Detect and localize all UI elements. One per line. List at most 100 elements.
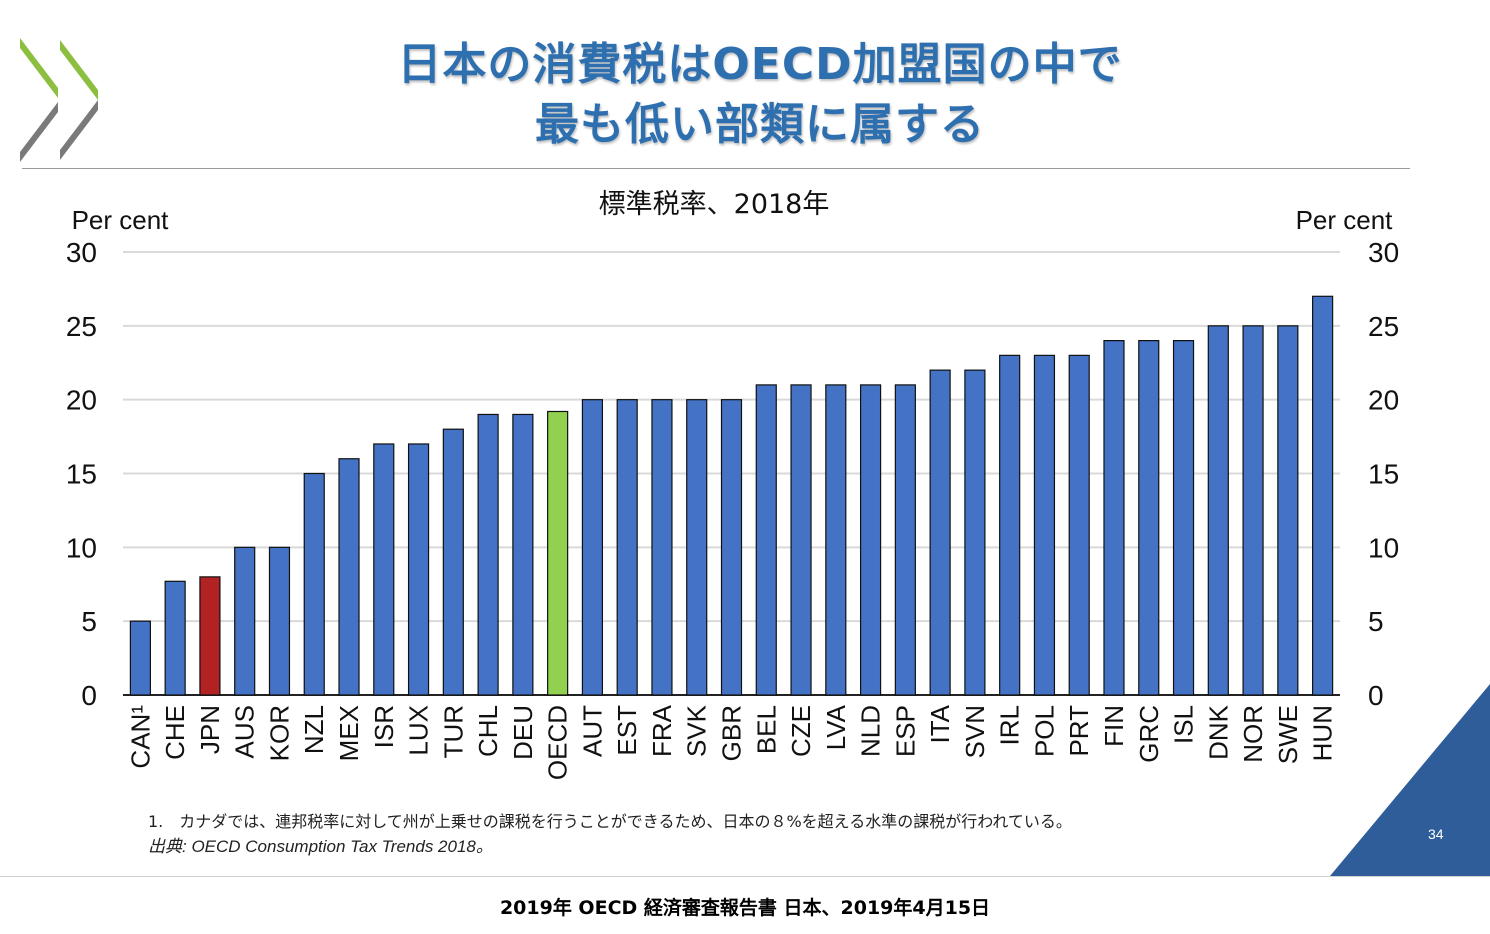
x-tick-label: ITA: [925, 704, 955, 743]
bar-hun: [1312, 295, 1334, 696]
x-tick-label: POL: [1029, 705, 1059, 757]
x-tick-label: FIN: [1099, 705, 1129, 747]
bar-nld: [859, 384, 882, 696]
x-tick-label: CHL: [473, 705, 503, 757]
x-tick-label: GRC: [1134, 705, 1164, 763]
x-tick-label: FRA: [647, 704, 677, 757]
slide-title-line-1: 日本の消費税はOECD加盟国の中で: [397, 39, 1123, 90]
bar-bel: [755, 384, 777, 696]
x-tick-label: JPN: [195, 705, 225, 754]
title-divider: [22, 168, 1410, 169]
bar-svn: [964, 369, 986, 696]
bar-oecd: [547, 410, 569, 696]
bar-lux: [407, 443, 430, 696]
x-tick-label: SVK: [682, 704, 712, 757]
bar-swe: [1277, 325, 1299, 696]
y-tick-labels: 0 0 5 5 10 10 15 15 20 20 25 25 30 30: [66, 237, 1399, 711]
y-tick-label-left: 30: [66, 237, 97, 268]
y-axis-label-right: Per cent: [1296, 205, 1394, 235]
bar-irl: [999, 354, 1021, 696]
bar-grc: [1138, 340, 1160, 696]
y-tick-label-right: 0: [1368, 680, 1384, 711]
x-tick-label: OECD: [543, 705, 573, 780]
y-tick-label-left: 10: [66, 532, 97, 563]
page-number: 34: [1428, 826, 1444, 842]
y-tick-label-right: 5: [1368, 606, 1384, 637]
footnote: 1. カナダでは、連邦税率に対して州が上乗せの課税を行うことができるため、日本の…: [148, 812, 1072, 831]
x-tick-label: GBR: [717, 705, 747, 761]
y-tick-label-left: 25: [66, 311, 97, 342]
x-tick-label: EST: [612, 705, 642, 756]
y-tick-label-right: 10: [1368, 532, 1399, 563]
bar-aut: [581, 399, 604, 696]
x-tick-labels: CAN¹ CHE JPN AUS KOR NZL MEX ISR LUX TUR CHL DEU OEC…: [125, 704, 1337, 780]
bar-mex: [338, 458, 360, 696]
x-tick-label: CHE: [160, 705, 190, 760]
x-tick-label: MEX: [334, 705, 364, 761]
y-tick-label-left: 0: [81, 680, 97, 711]
x-tick-label: DNK: [1203, 704, 1233, 760]
x-tick-label: CAN¹: [125, 705, 155, 769]
x-tick-label: AUS: [230, 705, 260, 758]
bar-pol: [1033, 354, 1056, 696]
x-tick-label: SWE: [1273, 705, 1303, 764]
slide-title-line-2: 最も低い部類に属する: [535, 99, 985, 150]
x-tick-label: KOR: [264, 705, 294, 761]
bar-kor: [268, 546, 291, 696]
bars: [129, 295, 1334, 696]
bar-nor: [1242, 325, 1264, 696]
bar-fin: [1103, 340, 1125, 696]
bar-che: [164, 580, 186, 696]
y-tick-label-right: 20: [1368, 385, 1399, 416]
source-note: 出典: OECD Consumption Tax Trends 2018。: [148, 837, 493, 856]
bar-tur: [442, 428, 464, 696]
x-tick-label: HUN: [1308, 705, 1338, 761]
y-axis-label-left: Per cent: [72, 205, 170, 235]
x-tick-label: SVN: [960, 705, 990, 758]
x-tick-label: CZE: [786, 705, 816, 757]
y-tick-label-left: 20: [66, 385, 97, 416]
bar-isr: [373, 443, 395, 696]
oecd-logo-icon: [20, 38, 98, 162]
bar-esp: [894, 384, 916, 696]
x-tick-label: IRL: [995, 705, 1025, 745]
bar-svk: [686, 399, 708, 696]
bar-jpn: [199, 576, 221, 696]
y-tick-label-left: 15: [66, 459, 97, 490]
y-tick-label-left: 5: [81, 606, 97, 637]
bar-isl: [1172, 340, 1195, 696]
bar-aus: [234, 546, 256, 696]
bar-est: [616, 399, 638, 696]
bar-lva: [825, 384, 847, 696]
bar-nzl: [303, 472, 325, 696]
x-tick-label: ESP: [890, 705, 920, 757]
x-tick-label: LVA: [821, 704, 851, 750]
x-tick-label: NLD: [856, 705, 886, 757]
y-tick-label-right: 25: [1368, 311, 1399, 342]
bar-prt: [1068, 354, 1090, 696]
x-tick-label: ISR: [369, 705, 399, 748]
bar-ita: [929, 369, 951, 696]
x-tick-label: BEL: [751, 705, 781, 754]
corner-triangle-decoration: [1330, 684, 1490, 876]
x-tick-label: LUX: [404, 705, 434, 756]
bar-can: [129, 620, 151, 696]
bar-cze: [790, 384, 812, 696]
screenshot-caption: 2019年 OECD 経済審査報告書 日本、2019年4月15日: [499, 897, 991, 919]
x-tick-label: PRT: [1064, 705, 1094, 757]
vat-rate-bar-chart: 標準税率、2018年 Per cent Per cent 0 0 5 5 10 10 15 1…: [66, 189, 1399, 780]
bar-dnk: [1207, 325, 1229, 696]
bar-gbr: [720, 399, 743, 696]
x-tick-label: TUR: [438, 705, 468, 758]
y-tick-label-right: 30: [1368, 237, 1399, 268]
chart-title: 標準税率、2018年: [599, 189, 830, 220]
y-tick-label-right: 15: [1368, 459, 1399, 490]
bar-chl: [477, 413, 499, 696]
x-tick-label: ISL: [1169, 705, 1199, 744]
x-tick-label: AUT: [577, 705, 607, 757]
slide: 日本の消費税はOECD加盟国の中で 最も低い部類に属する 標準税率、2018年 …: [20, 38, 1490, 876]
x-tick-label: NOR: [1238, 705, 1268, 763]
x-tick-label: NZL: [299, 705, 329, 754]
caption-divider: [0, 876, 1490, 877]
bar-fra: [651, 399, 673, 696]
